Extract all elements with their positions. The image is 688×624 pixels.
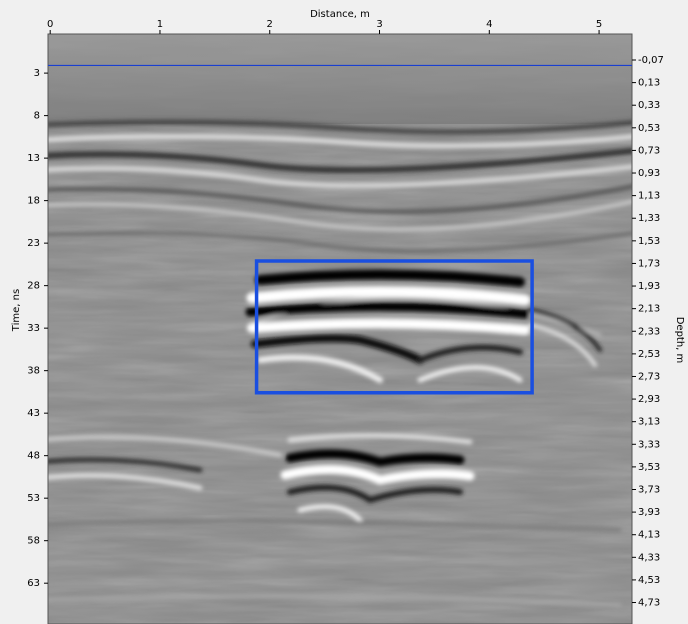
y2-tick-label: 0,73 [638,145,660,156]
x-tick-label: 0 [47,19,53,30]
y2-tick-label: 2,33 [638,326,660,337]
y2-tick-label: 3,53 [638,462,660,473]
y-tick-label: 48 [27,451,40,462]
y-tick-label: 33 [27,323,40,334]
y2-tick-label: 2,93 [638,394,660,405]
y2-tick-label: -0,07 [638,55,664,66]
y2-tick-label: 1,93 [638,281,660,292]
y2-tick-label: 2,73 [638,371,660,382]
y2-tick-label: 4,33 [638,552,660,563]
y2-tick-label: 3,93 [638,507,660,518]
y2-tick-label: 2,13 [638,304,660,315]
y2-tick-label: 0,53 [638,123,660,134]
y-tick-label: 63 [27,578,40,589]
x-tick-label: 3 [376,19,382,30]
y2-tick-label: 1,53 [638,236,660,247]
y2-tick-label: 0,13 [638,78,660,89]
x-tick-label: 1 [157,19,163,30]
x-tick-label: 5 [596,19,602,30]
y2-tick-label: 0,93 [638,168,660,179]
y-tick-label: 28 [27,281,40,292]
y2-tick-label: 3,73 [638,484,660,495]
y-tick-label: 13 [27,153,40,164]
y2-tick-label: 4,53 [638,575,660,586]
y-axis-title: Time, ns [11,289,22,332]
y-tick-label: 8 [34,111,40,122]
y-tick-label: 43 [27,408,40,419]
y2-tick-label: 3,13 [638,417,660,428]
y-tick-label: 18 [27,196,40,207]
y-tick-label: 23 [27,238,40,249]
y2-tick-label: 1,73 [638,258,660,269]
y2-tick-label: 0,33 [638,100,660,111]
y2-tick-label: 1,33 [638,213,660,224]
y2-tick-label: 4,13 [638,530,660,541]
y-tick-label: 53 [27,493,40,504]
radar-image [40,34,640,624]
y2-tick-label: 1,13 [638,191,660,202]
y2-axis-title: Depth, m [674,317,685,364]
y-tick-label: 38 [27,366,40,377]
y2-tick-label: 4,73 [638,598,660,609]
x-tick-label: 2 [267,19,273,30]
radargram-window: Distance, m Time, ns Depth, m 0123453813… [0,0,688,624]
y2-tick-label: 2,53 [638,349,660,360]
y-tick-label: 3 [34,68,40,79]
x-axis-title: Distance, m [310,9,370,20]
x-tick-label: 4 [486,19,492,30]
y2-tick-label: 3,33 [638,439,660,450]
y-tick-label: 58 [27,536,40,547]
